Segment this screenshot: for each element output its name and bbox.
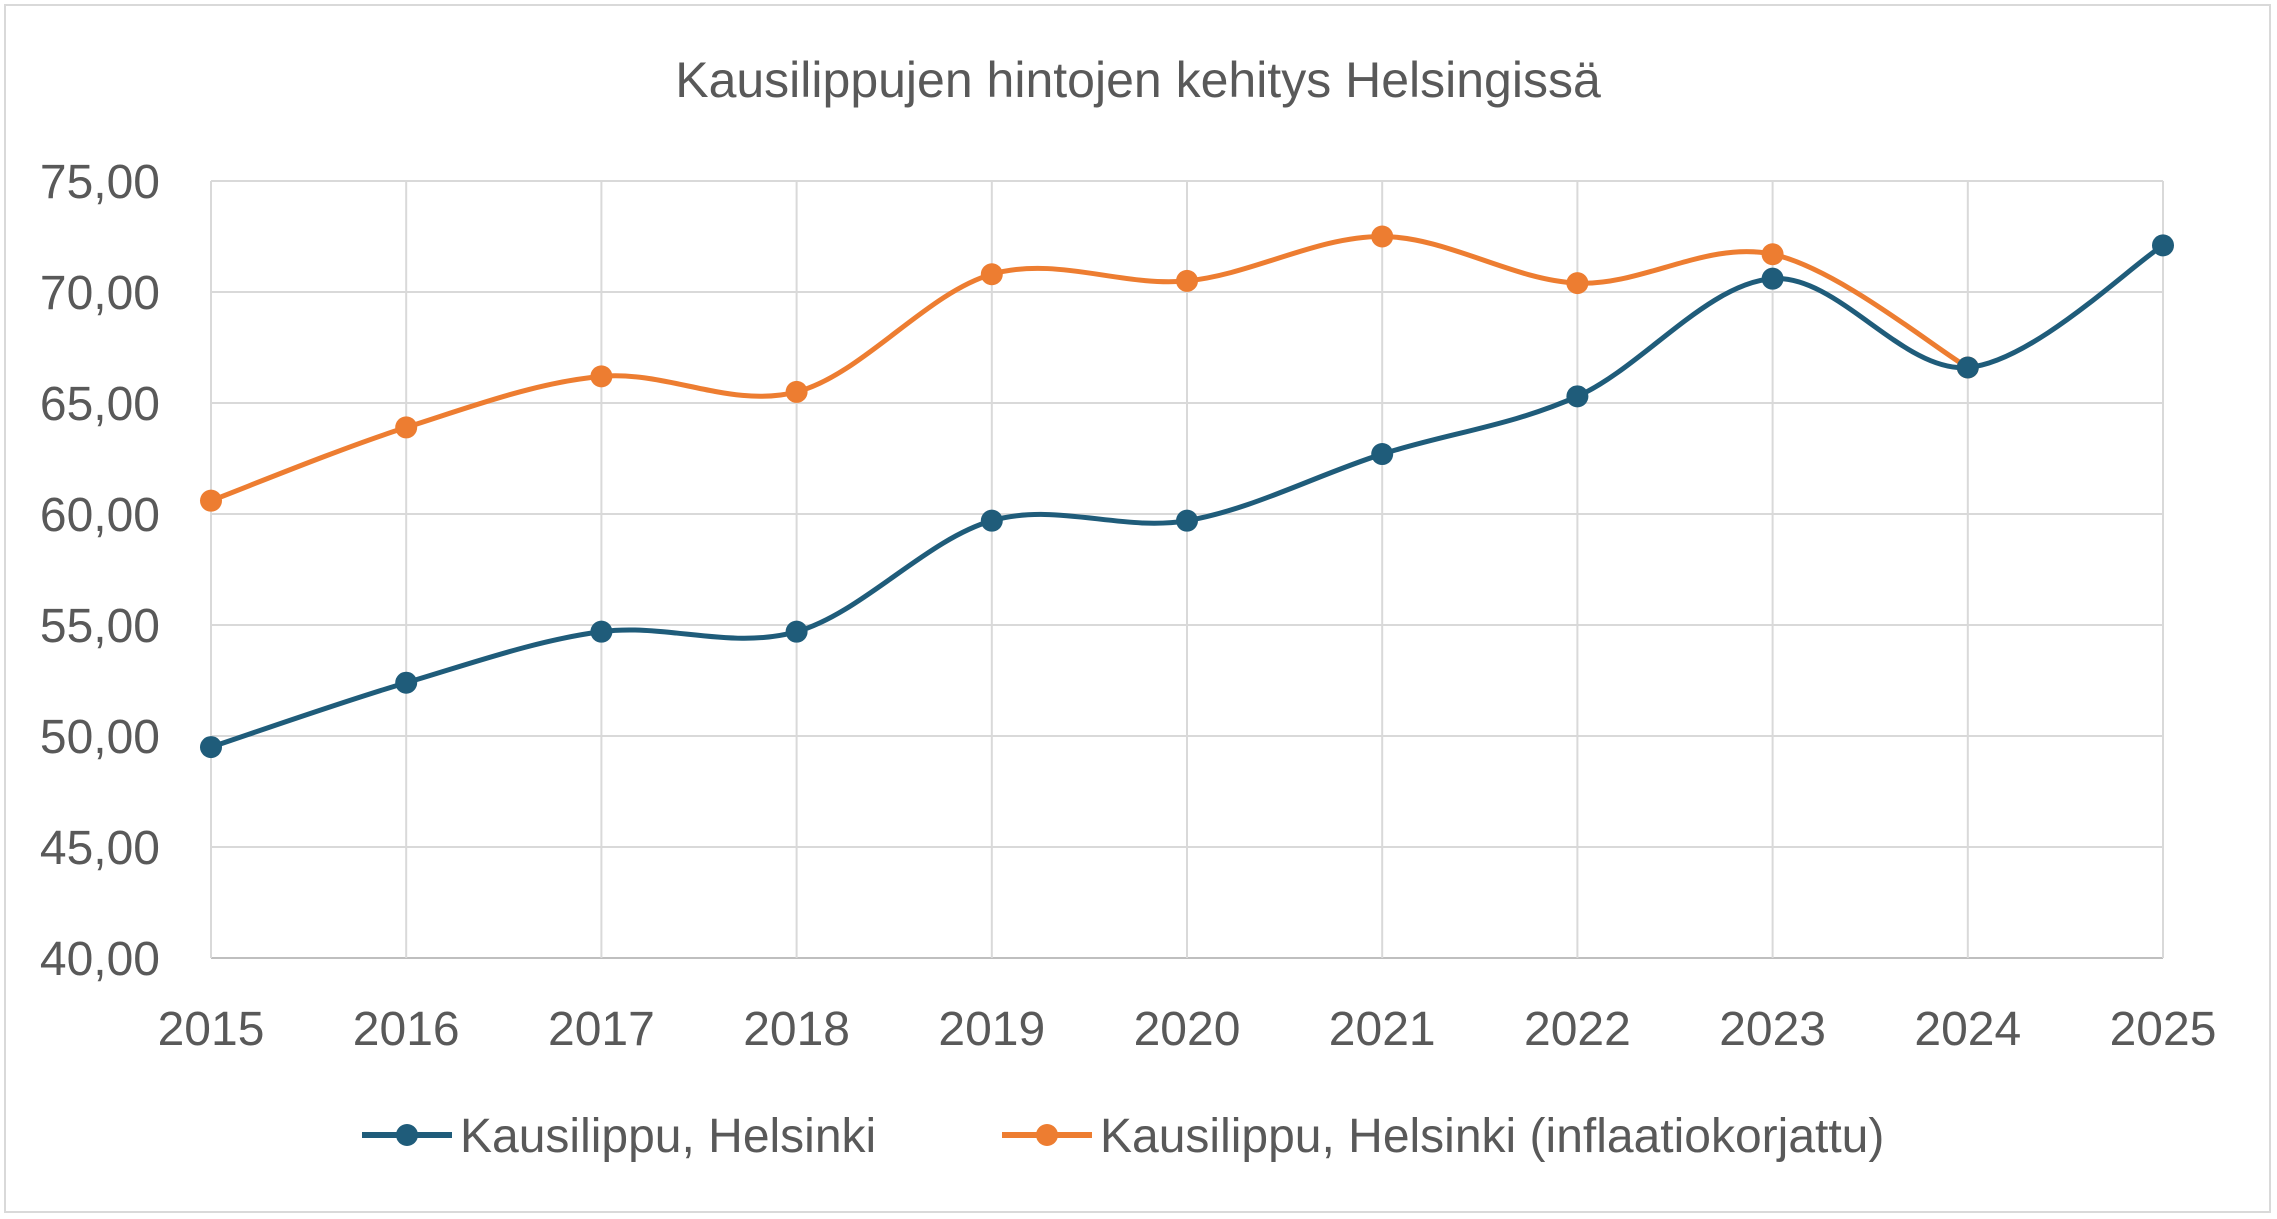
- legend-marker-1: [1036, 1124, 1058, 1146]
- x-tick-label: 2016: [353, 1003, 460, 1056]
- x-tick-label: 2015: [158, 1003, 265, 1056]
- legend-label-0: Kausilippu, Helsinki: [460, 1110, 876, 1163]
- x-tick-label: 2019: [938, 1003, 1045, 1056]
- legend-marker-0: [396, 1124, 418, 1146]
- y-tick-label: 60,00: [40, 489, 160, 542]
- legend: Kausilippu, Helsinki Kausilippu, Helsinki…: [362, 1110, 1884, 1163]
- data-point-series-0: [980, 509, 1003, 532]
- y-tick-label: 55,00: [40, 600, 160, 653]
- data-point-series-1: [785, 380, 808, 403]
- data-point-series-1: [1371, 225, 1394, 248]
- data-point-series-0: [1761, 267, 1784, 290]
- chart-title: Kausilippujen hintojen kehitys Helsingis…: [675, 52, 1601, 108]
- x-tick-label: 2023: [1719, 1003, 1826, 1056]
- series-group: [200, 225, 2174, 759]
- data-point-series-1: [1566, 272, 1589, 295]
- legend-label-1: Kausilippu, Helsinki (inflaatiokorjattu): [1100, 1110, 1884, 1163]
- data-point-series-1: [200, 489, 222, 512]
- data-point-series-0: [1371, 443, 1394, 466]
- x-tick-label: 2017: [548, 1003, 655, 1056]
- y-tick-label: 75,00: [40, 156, 160, 209]
- data-point-series-0: [1176, 509, 1198, 532]
- data-point-series-1: [590, 365, 613, 388]
- data-point-series-0: [1956, 356, 1979, 379]
- y-tick-label: 50,00: [40, 711, 160, 764]
- data-point-series-0: [785, 620, 808, 643]
- gridlines: [210, 180, 2164, 959]
- data-point-series-0: [2152, 234, 2174, 257]
- data-point-series-1: [395, 416, 418, 439]
- x-tick-label: 2025: [2110, 1003, 2217, 1056]
- x-tick-label: 2021: [1329, 1003, 1436, 1056]
- series-line-1: [208, 233, 1971, 504]
- data-point-series-0: [200, 736, 222, 759]
- x-tick-label: 2020: [1134, 1003, 1241, 1056]
- x-tick-label: 2024: [1914, 1003, 2021, 1056]
- y-tick-label: 70,00: [40, 267, 160, 320]
- y-tick-label: 65,00: [40, 378, 160, 431]
- x-tick-label: 2018: [743, 1003, 850, 1056]
- x-tick-label: 2022: [1524, 1003, 1631, 1056]
- data-point-series-0: [590, 620, 613, 643]
- x-axis-tick-labels: 2015 2016 2017 2018 2019 2020 2021 2022 2023 2024…: [158, 1003, 2217, 1056]
- data-point-series-0: [1566, 385, 1589, 408]
- data-point-series-1: [980, 263, 1003, 286]
- y-tick-label: 45,00: [40, 822, 160, 875]
- data-point-series-0: [395, 671, 418, 694]
- y-tick-label: 40,00: [40, 933, 160, 986]
- y-axis-tick-labels: 40,00 45,00 50,00 55,00 60,00 65,00 70,00 75,00: [40, 156, 160, 986]
- chart-frame: [4, 4, 2271, 1213]
- data-point-series-1: [1176, 269, 1198, 292]
- data-point-series-1: [1761, 243, 1784, 266]
